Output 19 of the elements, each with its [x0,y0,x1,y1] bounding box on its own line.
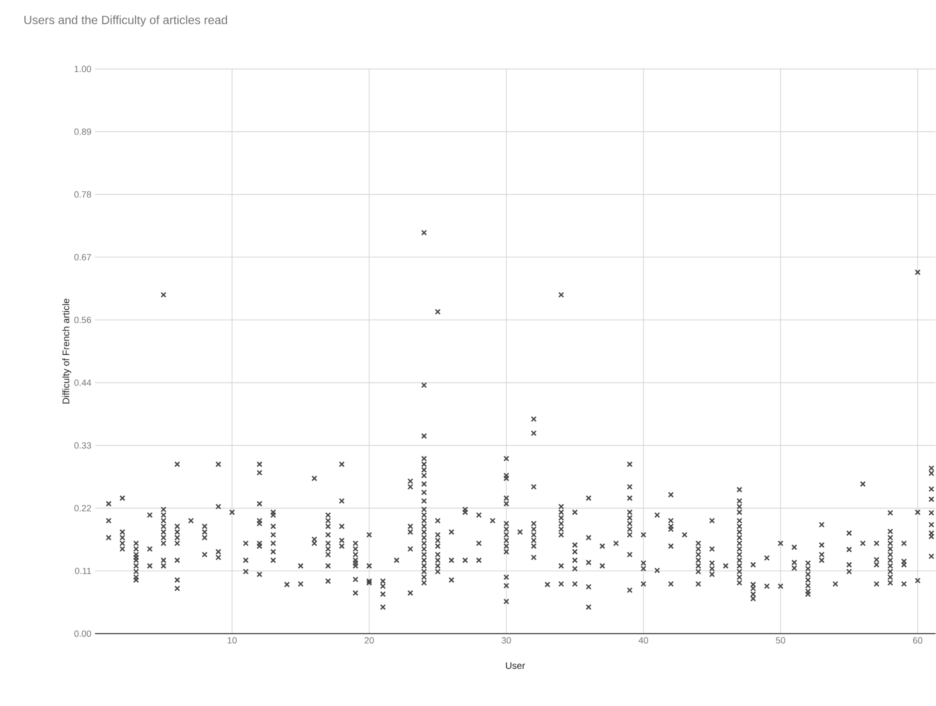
y-tick-label: 0.56 [74,316,92,324]
x-tick-label: 50 [776,637,786,644]
x-tick-label: 10 [228,637,237,644]
y-tick-label: 0.44 [74,380,92,386]
x-tick-label: 30 [502,637,511,644]
y-tick-label: 1.00 [74,66,92,72]
y-tick-label: 0.67 [74,254,91,261]
y-tick-label: 0.89 [74,128,92,136]
y-axis-title: Difficulty of French article [62,298,72,404]
x-tick-label: 40 [638,637,648,644]
chart-title: Users and the Difficulty of articles read [24,16,228,27]
y-tick-label: 0.11 [75,568,91,574]
y-tick-label: 0.00 [74,630,92,638]
x-axis-title: User [506,662,526,670]
y-tick-label: 0.22 [74,505,91,512]
x-tick-label: 60 [913,637,922,644]
y-tick-label: 0.78 [74,191,92,198]
x-tick-label: 20 [364,637,374,644]
y-tick-label: 0.33 [74,442,92,449]
